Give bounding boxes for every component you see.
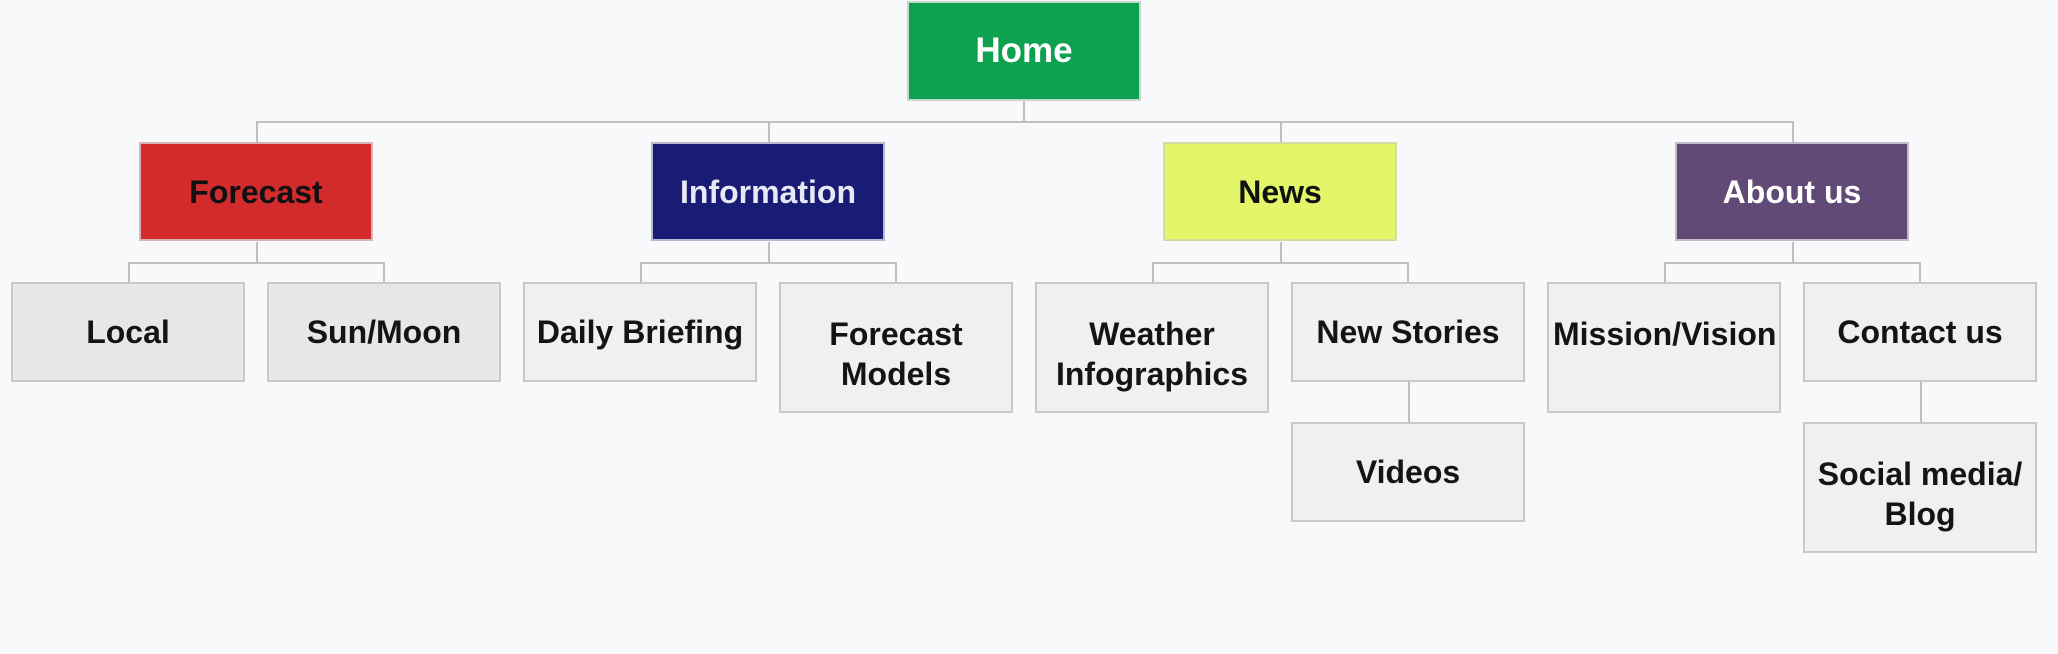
- about-us-label: About us: [1722, 173, 1862, 210]
- sun-moon-node[interactable]: Sun/Moon: [267, 282, 501, 382]
- sun-moon-label: Sun/Moon: [306, 314, 462, 350]
- information-node[interactable]: Information: [651, 142, 885, 241]
- connector: [128, 262, 130, 282]
- news-label: News: [1238, 173, 1322, 210]
- connector: [1920, 382, 1922, 422]
- information-label: Information: [680, 173, 856, 210]
- daily-briefing-label: Daily Briefing: [536, 314, 744, 350]
- forecast-models-node[interactable]: Forecast Models: [779, 282, 1013, 413]
- connector: [895, 262, 897, 282]
- videos-label: Videos: [1355, 454, 1461, 490]
- local-node[interactable]: Local: [11, 282, 245, 382]
- connector: [1023, 101, 1025, 122]
- news-node[interactable]: News: [1163, 142, 1397, 241]
- weather-infographics-label: Weather Infographics: [1055, 316, 1248, 392]
- connector: [1152, 262, 1154, 282]
- connector: [256, 121, 258, 143]
- about-us-node[interactable]: About us: [1675, 142, 1909, 241]
- new-stories-node[interactable]: New Stories: [1291, 282, 1525, 382]
- connector: [1280, 242, 1282, 263]
- connector: [256, 242, 258, 263]
- connector: [640, 262, 897, 264]
- weather-infographics-node[interactable]: Weather Infographics: [1035, 282, 1269, 413]
- connector: [383, 262, 385, 282]
- connector: [768, 242, 770, 263]
- connector: [1408, 382, 1410, 422]
- mission-vision-label: Mission/Vision: [1553, 316, 1777, 352]
- connector: [128, 262, 385, 264]
- connector: [640, 262, 642, 282]
- forecast-node[interactable]: Forecast: [139, 142, 373, 241]
- home-node[interactable]: Home: [907, 1, 1141, 101]
- local-label: Local: [86, 314, 170, 350]
- social-media-blog-label: Social media/ Blog: [1817, 456, 2023, 532]
- contact-us-node[interactable]: Contact us: [1803, 282, 2037, 382]
- connector: [1280, 121, 1282, 143]
- connector: [1664, 262, 1666, 282]
- connector: [1919, 262, 1921, 282]
- mission-vision-node[interactable]: Mission/Vision: [1547, 282, 1781, 413]
- new-stories-label: New Stories: [1316, 314, 1500, 350]
- home-label: Home: [975, 31, 1073, 70]
- videos-node[interactable]: Videos: [1291, 422, 1525, 522]
- social-media-blog-node[interactable]: Social media/ Blog: [1803, 422, 2037, 553]
- connector: [1792, 121, 1794, 143]
- connector: [1407, 262, 1409, 282]
- connector: [256, 121, 1794, 123]
- forecast-models-label: Forecast Models: [829, 316, 963, 392]
- connector: [1792, 242, 1794, 263]
- daily-briefing-node[interactable]: Daily Briefing: [523, 282, 757, 382]
- connector: [768, 121, 770, 143]
- connector: [1664, 262, 1921, 264]
- connector: [1152, 262, 1409, 264]
- contact-us-label: Contact us: [1837, 314, 2003, 350]
- forecast-label: Forecast: [189, 173, 323, 210]
